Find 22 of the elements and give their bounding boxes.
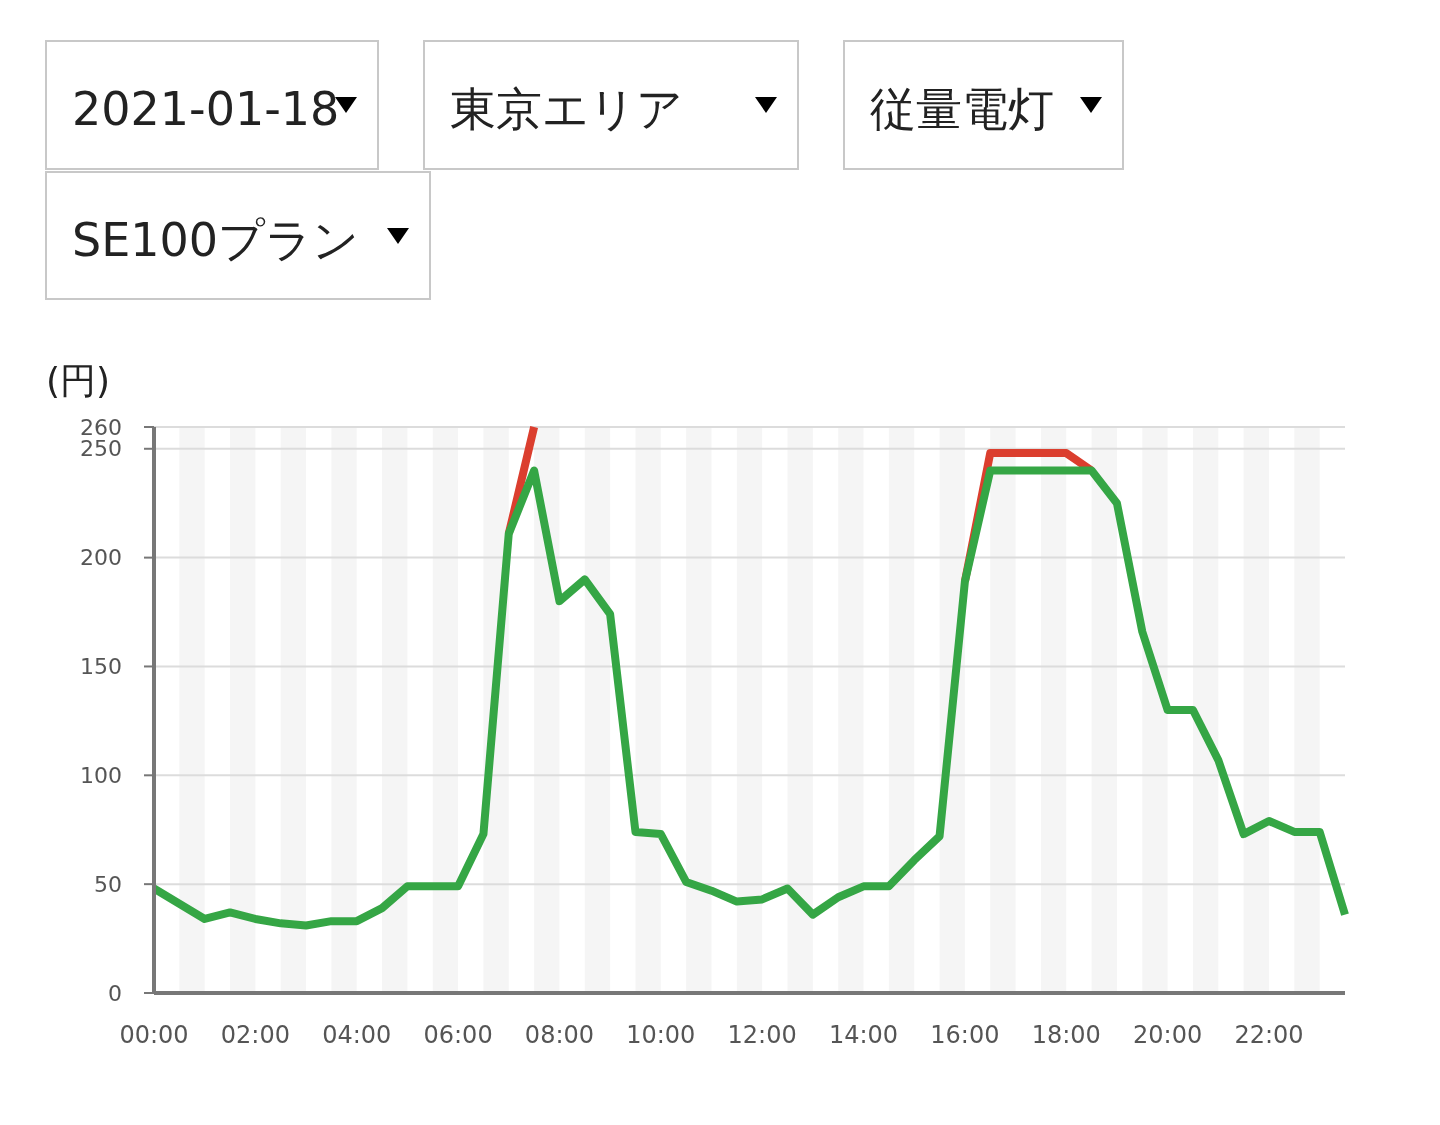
x-tick-label: 02:00	[220, 1021, 290, 1049]
x-tick-label: 06:00	[423, 1021, 493, 1049]
text: 従量電灯	[870, 82, 1054, 136]
x-tick-label: 08:00	[524, 1021, 595, 1049]
text: 2021-01-18	[72, 82, 340, 136]
y-tick-label: 150	[80, 654, 122, 680]
y-tick-label: 50	[94, 871, 122, 897]
x-tick-label: 12:00	[727, 1021, 797, 1049]
x-tick-label: 00:00	[119, 1021, 189, 1049]
text: 東京エリア	[450, 82, 683, 136]
x-tick-label: 20:00	[1133, 1021, 1203, 1049]
y-tick-label: 200	[80, 545, 122, 571]
y-tick-label: 100	[80, 763, 122, 789]
y-axis-title: (円)	[46, 360, 111, 401]
x-tick-label: 14:00	[828, 1021, 899, 1049]
x-tick-label: 22:00	[1234, 1021, 1304, 1049]
x-tick-label: 10:00	[626, 1021, 696, 1049]
y-tick-label: 0	[108, 980, 122, 1006]
x-tick-label: 18:00	[1031, 1021, 1101, 1049]
x-tick-label: 04:00	[322, 1021, 392, 1049]
text: SE100プラン	[72, 213, 360, 267]
x-tick-label: 16:00	[930, 1021, 1000, 1049]
